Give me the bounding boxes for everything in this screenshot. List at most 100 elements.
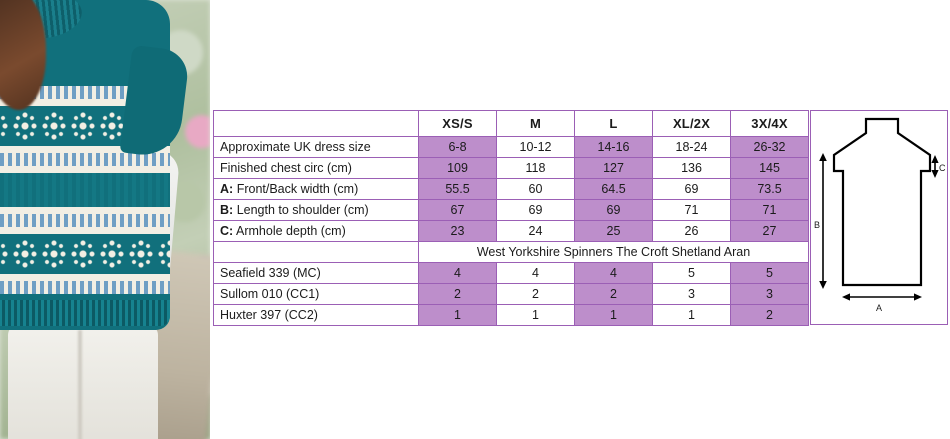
table-row: A: Front/Back width (cm) 55.5 60 64.5 69… <box>213 178 809 200</box>
row-label-yarn-sullom: Sullom 010 (CC1) <box>213 283 419 305</box>
header-size-xs-s: XS/S <box>418 110 497 137</box>
cell-width-m: 60 <box>496 178 575 200</box>
cell-dress-size-l: 14-16 <box>574 136 653 158</box>
garment-outline-icon <box>832 117 932 287</box>
fairisle-band-cream-1 <box>0 99 170 106</box>
c-arrow-bottom-icon <box>931 170 939 178</box>
cell-dress-size-3x-4x: 26-32 <box>730 136 809 158</box>
row-label-armhole-depth: C: Armhole depth (cm) <box>213 220 419 242</box>
cell-dress-size-xs-s: 6-8 <box>418 136 497 158</box>
row-label-text: Length to shoulder (cm) <box>236 203 369 217</box>
cell-length-l: 69 <box>574 199 653 221</box>
header-size-m: M <box>496 110 575 137</box>
header-size-l: L <box>574 110 653 137</box>
cell-armhole-xs-s: 23 <box>418 220 497 242</box>
row-label-yarn-seafield: Seafield 339 (MC) <box>213 262 419 284</box>
table-row: Seafield 339 (MC) 4 4 4 5 5 <box>213 262 809 284</box>
garment-photo <box>0 0 210 439</box>
cell-armhole-m: 24 <box>496 220 575 242</box>
cell-huxter-xl-2x: 1 <box>652 304 731 326</box>
row-label-dress-size: Approximate UK dress size <box>213 136 419 158</box>
cell-width-3x-4x: 73.5 <box>730 178 809 200</box>
row-label-prefix-b: B: <box>220 203 234 217</box>
yarn-banner-spacer <box>213 241 419 263</box>
fairisle-band-check-2 <box>0 153 170 166</box>
cell-seafield-xl-2x: 5 <box>652 262 731 284</box>
row-label-front-back-width: A: Front/Back width (cm) <box>213 178 419 200</box>
cell-seafield-3x-4x: 5 <box>730 262 809 284</box>
cell-armhole-3x-4x: 27 <box>730 220 809 242</box>
cell-seafield-xs-s: 4 <box>418 262 497 284</box>
cell-width-l: 64.5 <box>574 178 653 200</box>
cell-chest-xl-2x: 136 <box>652 157 731 179</box>
cell-huxter-l: 1 <box>574 304 653 326</box>
cell-length-xs-s: 67 <box>418 199 497 221</box>
yarn-banner-label: West Yorkshire Spinners The Croft Shetla… <box>418 241 809 263</box>
cell-width-xl-2x: 69 <box>652 178 731 200</box>
cell-chest-m: 118 <box>496 157 575 179</box>
cell-chest-3x-4x: 145 <box>730 157 809 179</box>
b-arrow-bottom-icon <box>819 281 827 289</box>
cell-width-xs-s: 55.5 <box>418 178 497 200</box>
garment-schematic-panel: B C A <box>810 110 948 325</box>
a-dimension-label: A <box>876 303 882 313</box>
fairisle-band-cream-2 <box>0 146 170 153</box>
row-label-chest-circ: Finished chest circ (cm) <box>213 157 419 179</box>
fairisle-band-snowflake-2 <box>0 234 170 274</box>
cell-sullom-m: 2 <box>496 283 575 305</box>
cell-dress-size-m: 10-12 <box>496 136 575 158</box>
cell-sullom-xs-s: 2 <box>418 283 497 305</box>
cell-length-m: 69 <box>496 199 575 221</box>
fairisle-band-cream-4 <box>0 207 170 214</box>
a-arrow-left-icon <box>842 293 850 301</box>
cell-huxter-xs-s: 1 <box>418 304 497 326</box>
cell-huxter-3x-4x: 2 <box>730 304 809 326</box>
cell-sullom-l: 2 <box>574 283 653 305</box>
table-header-row: XS/S M L XL/2X 3X/4X <box>213 110 809 137</box>
row-label-length-shoulder: B: Length to shoulder (cm) <box>213 199 419 221</box>
cell-sullom-3x-4x: 3 <box>730 283 809 305</box>
b-dimension-label: B <box>814 220 820 230</box>
cell-seafield-m: 4 <box>496 262 575 284</box>
fairisle-band-check-3 <box>0 214 170 227</box>
row-label-prefix-c: C: <box>220 224 234 238</box>
table-row: Approximate UK dress size 6-8 10-12 14-1… <box>213 136 809 158</box>
fairisle-band-cream-6 <box>0 274 170 281</box>
fairisle-band-check-4 <box>0 281 170 294</box>
header-corner-cell <box>213 110 419 137</box>
row-label-text: Front/Back width (cm) <box>236 182 359 196</box>
fairisle-band-cream-3 <box>0 166 170 173</box>
model-trousers <box>8 325 158 439</box>
cell-length-xl-2x: 71 <box>652 199 731 221</box>
cell-armhole-l: 25 <box>574 220 653 242</box>
cell-seafield-l: 4 <box>574 262 653 284</box>
cell-sullom-xl-2x: 3 <box>652 283 731 305</box>
fairisle-band-solid-1 <box>0 173 170 207</box>
c-dimension-label: C <box>939 163 946 173</box>
cell-dress-size-xl-2x: 18-24 <box>652 136 731 158</box>
cell-chest-l: 127 <box>574 157 653 179</box>
fairisle-band-cream-5 <box>0 227 170 234</box>
table-row: C: Armhole depth (cm) 23 24 25 26 27 <box>213 220 809 242</box>
header-size-xl-2x: XL/2X <box>652 110 731 137</box>
row-label-text: Armhole depth (cm) <box>236 224 346 238</box>
c-arrow-top-icon <box>931 155 939 163</box>
row-label-yarn-huxter: Huxter 397 (CC2) <box>213 304 419 326</box>
cell-chest-xs-s: 109 <box>418 157 497 179</box>
table-row: B: Length to shoulder (cm) 67 69 69 71 7… <box>213 199 809 221</box>
yarn-banner-row: West Yorkshire Spinners The Croft Shetla… <box>213 241 809 263</box>
a-arrow-right-icon <box>914 293 922 301</box>
cell-armhole-xl-2x: 26 <box>652 220 731 242</box>
table-row: Huxter 397 (CC2) 1 1 1 1 2 <box>213 304 809 326</box>
b-arrow-top-icon <box>819 153 827 161</box>
model-hair <box>0 0 46 110</box>
header-size-3x-4x: 3X/4X <box>730 110 809 137</box>
cell-length-3x-4x: 71 <box>730 199 809 221</box>
trouser-crease <box>78 330 82 439</box>
table-row: Finished chest circ (cm) 109 118 127 136… <box>213 157 809 179</box>
sweater-hem-ribbing <box>0 300 170 326</box>
garment-schematic-svg: B C A <box>814 117 946 313</box>
table-row: Sullom 010 (CC1) 2 2 2 3 3 <box>213 283 809 305</box>
row-label-prefix-a: A: <box>220 182 234 196</box>
